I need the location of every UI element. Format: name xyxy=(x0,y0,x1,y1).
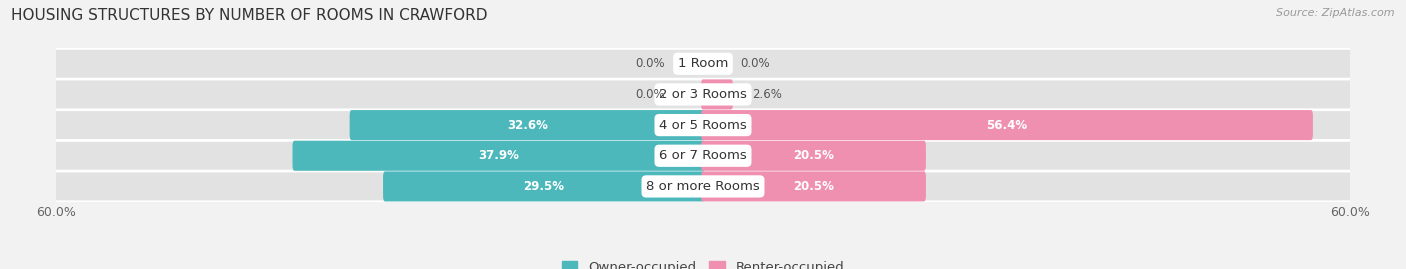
Legend: Owner-occupied, Renter-occupied: Owner-occupied, Renter-occupied xyxy=(557,256,849,269)
Bar xyxy=(703,177,924,196)
Text: Source: ZipAtlas.com: Source: ZipAtlas.com xyxy=(1277,8,1395,18)
FancyBboxPatch shape xyxy=(702,110,1313,140)
Text: 2.6%: 2.6% xyxy=(752,88,783,101)
Text: 29.5%: 29.5% xyxy=(523,180,564,193)
Bar xyxy=(56,54,1350,73)
Text: 1 Room: 1 Room xyxy=(678,57,728,70)
FancyBboxPatch shape xyxy=(55,49,1351,79)
FancyBboxPatch shape xyxy=(55,171,1351,201)
Text: 0.0%: 0.0% xyxy=(741,57,770,70)
Bar xyxy=(352,116,703,134)
Text: HOUSING STRUCTURES BY NUMBER OF ROOMS IN CRAWFORD: HOUSING STRUCTURES BY NUMBER OF ROOMS IN… xyxy=(11,8,488,23)
Text: 20.5%: 20.5% xyxy=(793,149,834,162)
Text: 0.0%: 0.0% xyxy=(636,88,665,101)
Bar xyxy=(56,177,1350,196)
FancyBboxPatch shape xyxy=(702,171,927,201)
Text: 2 or 3 Rooms: 2 or 3 Rooms xyxy=(659,88,747,101)
Bar xyxy=(56,85,1350,104)
Text: 4 or 5 Rooms: 4 or 5 Rooms xyxy=(659,119,747,132)
Bar xyxy=(56,146,1350,165)
Text: 6 or 7 Rooms: 6 or 7 Rooms xyxy=(659,149,747,162)
Text: 0.0%: 0.0% xyxy=(636,57,665,70)
FancyBboxPatch shape xyxy=(702,141,927,171)
FancyBboxPatch shape xyxy=(55,79,1351,109)
Text: 20.5%: 20.5% xyxy=(793,180,834,193)
Text: 37.9%: 37.9% xyxy=(478,149,519,162)
Bar xyxy=(703,146,924,165)
FancyBboxPatch shape xyxy=(292,141,704,171)
Bar xyxy=(703,85,731,104)
Bar xyxy=(294,146,703,165)
Bar xyxy=(56,116,1350,134)
Text: 32.6%: 32.6% xyxy=(506,119,548,132)
FancyBboxPatch shape xyxy=(55,141,1351,171)
Text: 56.4%: 56.4% xyxy=(987,119,1028,132)
FancyBboxPatch shape xyxy=(350,110,704,140)
Text: 8 or more Rooms: 8 or more Rooms xyxy=(647,180,759,193)
FancyBboxPatch shape xyxy=(702,79,733,109)
FancyBboxPatch shape xyxy=(382,171,704,201)
Bar xyxy=(385,177,703,196)
FancyBboxPatch shape xyxy=(55,110,1351,140)
Bar xyxy=(703,116,1310,134)
